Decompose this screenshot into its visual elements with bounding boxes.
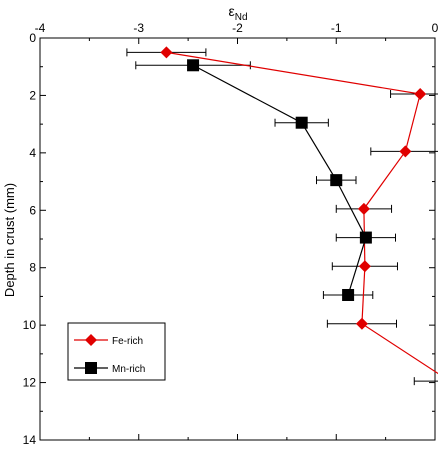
fe-rich-point xyxy=(399,145,412,158)
x-tick-label: -4 xyxy=(35,21,46,35)
legend-marker-fe-rich xyxy=(85,334,97,346)
y-tick-label: 6 xyxy=(29,203,36,217)
x-tick-label: -3 xyxy=(133,21,144,35)
mn-rich-point xyxy=(187,59,200,72)
mn-rich-point xyxy=(330,174,343,187)
fe-rich-point xyxy=(357,202,370,215)
series-lines xyxy=(166,51,438,375)
legend-box xyxy=(67,322,166,381)
axes: -4 -3 -2 -1 0 0 2 4 6 8 10 12 14 xyxy=(23,21,438,447)
legend-marker-mn-rich xyxy=(85,362,97,374)
x-tick-label: 0 xyxy=(432,21,438,35)
fe-rich-point xyxy=(355,317,368,330)
x-axis-title-sub: Nd xyxy=(235,12,248,23)
fe-rich-point xyxy=(160,46,173,59)
y-tick-label: 0 xyxy=(29,31,36,45)
error-bars xyxy=(126,48,438,386)
fe-rich-point xyxy=(414,87,427,100)
legend: Fe-rich Mn-rich xyxy=(67,322,166,381)
y-tick-label: 4 xyxy=(29,146,36,160)
y-tick-label: 2 xyxy=(29,88,36,102)
y-tick-label: 12 xyxy=(23,376,37,390)
y-tick-label: 8 xyxy=(29,261,36,275)
data-markers xyxy=(160,46,427,330)
y-tick-label: 14 xyxy=(23,433,37,447)
fe-rich-point xyxy=(358,260,371,273)
y-axis-title: Depth in crust (mm) xyxy=(2,183,17,297)
mn-rich-point xyxy=(295,116,308,129)
legend-label-mn-rich: Mn-rich xyxy=(112,364,145,375)
x-tick-label: -1 xyxy=(331,21,342,35)
x-axis-title: εNd xyxy=(228,3,247,23)
mn-rich-point xyxy=(342,288,355,301)
y-tick-label: 10 xyxy=(23,318,37,332)
legend-label-fe-rich: Fe-rich xyxy=(112,336,143,347)
series-line-fe-rich xyxy=(166,51,438,375)
x-tick-label: -2 xyxy=(232,21,243,35)
mn-rich-point xyxy=(359,231,372,244)
x-axis-title-main: ε xyxy=(228,3,234,19)
